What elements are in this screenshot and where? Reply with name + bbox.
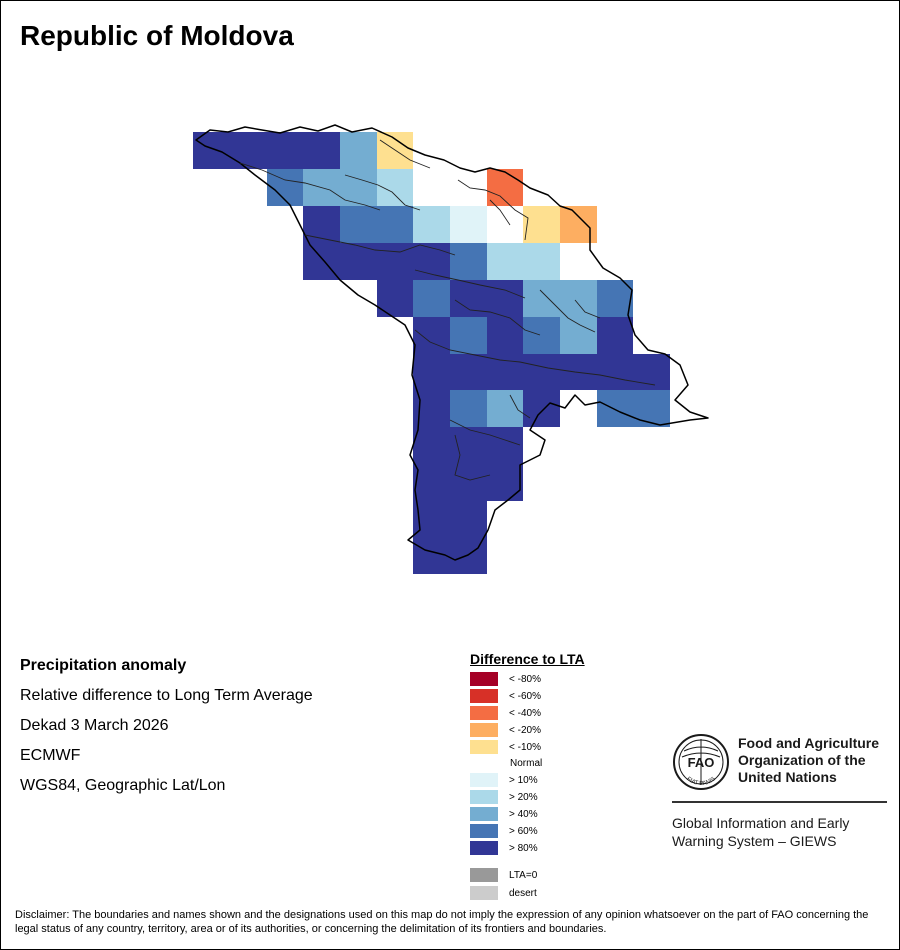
grid-cell	[340, 132, 377, 169]
grid-cell	[340, 206, 413, 243]
legend-item: > 40%	[470, 807, 538, 821]
giews-line: Warning System – GIEWS	[672, 833, 837, 849]
legend-label: LTA=0	[509, 869, 538, 881]
grid-cell	[523, 280, 597, 317]
giews-line: Global Information and Early	[672, 815, 850, 831]
fao-name-line: Organization of the	[738, 752, 866, 768]
grid-cell	[523, 206, 560, 243]
info-description: Relative difference to Long Term Average	[20, 687, 313, 704]
grid-cell	[413, 280, 450, 317]
disclaimer: Disclaimer: The boundaries and names sho…	[15, 909, 869, 935]
legend: Difference to LTA < -80% < -60% < -40% <…	[470, 651, 585, 900]
info-variable: Precipitation anomaly	[20, 657, 187, 674]
legend-label: > 20%	[509, 791, 538, 803]
legend-label: > 80%	[509, 842, 538, 854]
grid-cell	[560, 206, 597, 243]
grid-cell	[450, 390, 487, 427]
grid-cell	[560, 317, 597, 354]
grid-cell	[303, 169, 377, 206]
legend-item: > 60%	[470, 824, 538, 838]
admin-boundaries	[239, 139, 656, 481]
legend-swatch	[470, 841, 498, 855]
legend-item: desert	[470, 886, 537, 900]
grid-cell	[413, 354, 670, 390]
legend-swatch	[470, 824, 498, 838]
legend-swatch	[470, 689, 498, 703]
grid-cell	[413, 501, 487, 537]
grid-cell	[413, 537, 450, 574]
grid-cell	[450, 317, 487, 354]
legend-item: < -80%	[470, 672, 541, 686]
legend-swatch	[470, 723, 498, 737]
giews-name: Global Information and Early Warning Sys…	[672, 814, 849, 850]
grid-cell	[450, 206, 487, 243]
legend-label-normal: Normal	[510, 758, 543, 769]
legend-swatch	[470, 790, 498, 804]
legend-item: < -20%	[470, 723, 541, 737]
grid-cell	[413, 317, 450, 354]
grid-cell	[303, 243, 450, 280]
grid-cell	[523, 390, 560, 427]
legend-swatch	[470, 868, 498, 882]
map-info: Precipitation anomaly Relative differenc…	[20, 656, 313, 806]
legend-label: > 10%	[509, 774, 538, 786]
grid-cell	[377, 280, 413, 317]
grid-cell	[193, 132, 340, 169]
grid-cell	[523, 317, 560, 354]
legend-item: < -40%	[470, 706, 541, 720]
svg-text:FIAT PANIS: FIAT PANIS	[685, 776, 716, 787]
legend-label: > 40%	[509, 808, 538, 820]
fao-logo: FAO FIAT PANIS	[673, 734, 729, 790]
country-border	[195, 124, 709, 561]
grid-cell	[450, 243, 487, 280]
legend-swatch	[470, 807, 498, 821]
legend-item: > 10%	[470, 773, 538, 787]
grid-cell	[487, 169, 523, 206]
legend-label: < -60%	[509, 690, 541, 702]
map-title: Republic of Moldova	[20, 20, 294, 51]
legend-swatch	[470, 773, 498, 787]
grid-cell	[413, 206, 450, 243]
info-projection: WGS84, Geographic Lat/Lon	[20, 777, 226, 794]
fao-motto: FIAT PANIS	[685, 776, 716, 787]
legend-label: desert	[509, 887, 537, 899]
legend-label: < -40%	[509, 707, 541, 719]
legend-item: > 20%	[470, 790, 538, 804]
fao-logo-text: FAO	[688, 755, 715, 770]
legend-label: < -20%	[509, 724, 541, 736]
precipitation-map	[193, 124, 709, 574]
legend-item: < -10%	[470, 740, 541, 754]
legend-item: LTA=0	[470, 868, 537, 882]
legend-item: < -60%	[470, 689, 541, 703]
grid-cell	[487, 317, 523, 354]
anomaly-grid	[193, 132, 670, 574]
legend-label: < -10%	[509, 741, 541, 753]
legend-swatch	[470, 740, 498, 754]
grid-cell	[597, 317, 633, 354]
grid-cell	[413, 427, 523, 501]
legend-swatch	[470, 672, 498, 686]
grid-cell	[303, 206, 340, 243]
fao-name: Food and Agriculture Organization of the…	[738, 735, 879, 786]
legend-swatch	[470, 706, 498, 720]
info-source: ECMWF	[20, 747, 81, 764]
grid-cell	[597, 280, 633, 317]
fao-name-line: Food and Agriculture	[738, 735, 880, 751]
legend-item: > 80%	[470, 841, 538, 855]
legend-label: < -80%	[509, 673, 541, 685]
legend-title: Difference to LTA	[470, 651, 585, 667]
legend-label: > 60%	[509, 825, 538, 837]
grid-cell	[597, 390, 670, 427]
fao-name-line: United Nations	[738, 769, 837, 785]
legend-swatch	[470, 886, 498, 900]
branding-divider	[672, 801, 887, 803]
grid-cell	[487, 243, 560, 280]
info-period: Dekad 3 March 2026	[20, 717, 169, 734]
